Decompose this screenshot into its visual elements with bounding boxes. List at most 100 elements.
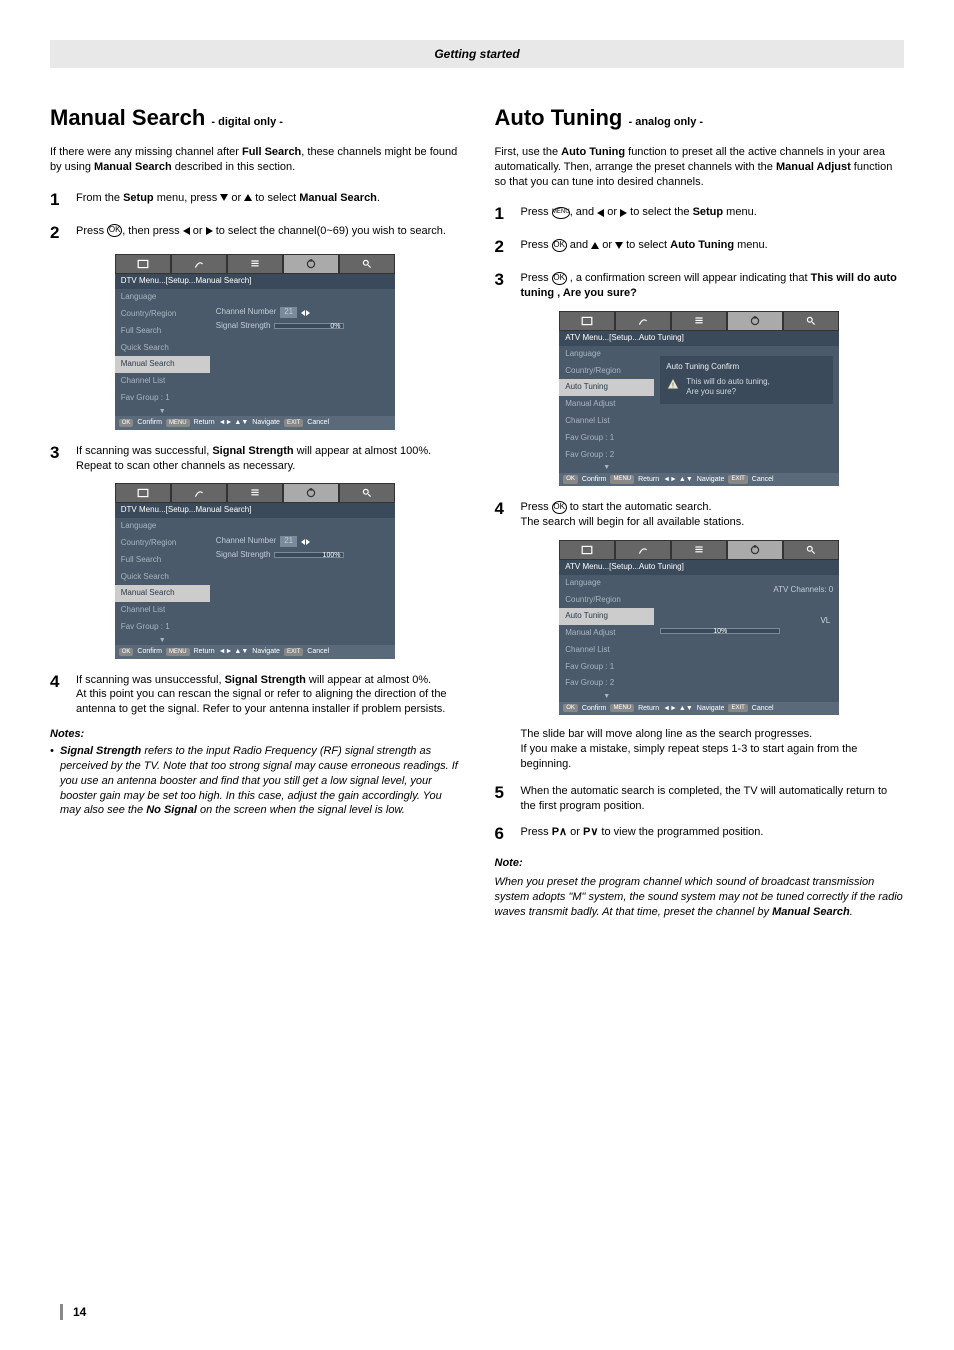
osd-body: LanguageCountry/RegionFull SearchQuick S… xyxy=(115,518,395,645)
txt: Signal Strength xyxy=(225,674,306,686)
tab-icon xyxy=(340,484,394,502)
osd-menu-item: Country/Region xyxy=(115,306,210,323)
right-step-4-cont: The slide bar will move along line as th… xyxy=(495,727,905,772)
txt: on the screen when the signal level is l… xyxy=(197,804,405,816)
warning-icon: ! xyxy=(666,377,680,391)
osd-sidebar: LanguageCountry/RegionAuto TuningManual … xyxy=(559,575,654,702)
dialog-text: This will do auto tuning, Are you sure? xyxy=(686,377,770,399)
up-triangle-icon xyxy=(591,242,599,249)
step-number: 1 xyxy=(50,189,76,212)
osd-body: LanguageCountry/RegionAuto TuningManual … xyxy=(559,346,839,473)
step-number: 4 xyxy=(50,671,76,718)
notes-body: Signal Strength refers to the input Radi… xyxy=(50,744,460,818)
progress-text: 0% xyxy=(330,322,340,331)
txt: Cancel xyxy=(307,418,329,427)
left-title-sub: - digital only - xyxy=(211,116,283,128)
right-step-4: 4 Press OK to start the automatic search… xyxy=(495,498,905,530)
left-column: Manual Search - digital only - If there … xyxy=(50,103,460,920)
txt: Manual Adjust xyxy=(776,161,851,173)
key: OK xyxy=(563,475,578,483)
osd-menu-item: Channel List xyxy=(559,413,654,430)
txt: , and xyxy=(570,206,598,218)
osd-menu-item: Fav Group : 2 xyxy=(559,675,654,692)
txt: to select xyxy=(623,239,670,251)
osd-breadcrumb: DTV Menu...[Setup...Manual Search] xyxy=(115,503,395,518)
osd-menu-item: Auto Tuning xyxy=(559,379,654,396)
txt: , a confirmation screen will appear indi… xyxy=(567,272,811,284)
right-step-2: 2 Press OK and or to select Auto Tuning … xyxy=(495,236,905,259)
scroll-down-icon: ▼ xyxy=(115,407,210,416)
step-number: 6 xyxy=(495,823,521,846)
osd-menu-item: Country/Region xyxy=(115,535,210,552)
left-title-text: Manual Search xyxy=(50,105,205,130)
tab-icon xyxy=(172,484,226,502)
txt: Return xyxy=(638,475,659,484)
txt: Confirm xyxy=(137,418,162,427)
osd-main: Auto Tuning Confirm ! This will do auto … xyxy=(654,346,839,473)
osd-tabs xyxy=(115,254,395,274)
txt: described in this section. xyxy=(172,161,296,173)
osd-tabs xyxy=(559,311,839,331)
page-header: Getting started xyxy=(50,40,904,68)
osd-menu-item: Channel List xyxy=(115,602,210,619)
value: 21 xyxy=(280,536,297,547)
content-columns: Manual Search - digital only - If there … xyxy=(50,103,904,920)
txt: This will do auto tuning, xyxy=(686,377,770,388)
txt: Full Search xyxy=(242,146,301,158)
txt: Manual Search xyxy=(94,161,172,173)
dialog-row: ! This will do auto tuning, Are you sure… xyxy=(666,377,827,399)
key: MENU xyxy=(166,648,190,656)
txt: Confirm xyxy=(582,704,607,713)
osd-tabs xyxy=(115,483,395,503)
right-intro: First, use the Auto Tuning function to p… xyxy=(495,145,905,190)
key: EXIT xyxy=(728,704,747,712)
label: Signal Strength xyxy=(216,321,271,332)
osd-menu-item: Language xyxy=(115,518,210,535)
arrows-icon xyxy=(301,539,310,545)
tab-icon xyxy=(228,255,282,273)
osd-footer: OKConfirm MENUReturn ◄► ▲▼Navigate EXITC… xyxy=(559,702,839,715)
osd-menu-item: Quick Search xyxy=(115,569,210,586)
osd-footer: OKConfirm MENUReturn ◄► ▲▼Navigate EXITC… xyxy=(115,416,395,429)
step-text: Press P∧ or P∨ to view the programmed po… xyxy=(521,823,905,846)
txt: First, use the xyxy=(495,146,562,158)
txt: If scanning was unsuccessful, xyxy=(76,674,225,686)
key: OK xyxy=(119,419,134,427)
txt: Setup xyxy=(693,206,724,218)
txt: Confirm xyxy=(137,647,162,656)
notes-heading: Notes: xyxy=(50,727,460,742)
left-step-1: 1 From the Setup menu, press or to selec… xyxy=(50,189,460,212)
txt: menu, press xyxy=(154,192,221,204)
tab-icon xyxy=(616,541,670,559)
key: MENU xyxy=(166,419,190,427)
ok-button-icon: OK xyxy=(552,272,567,285)
key: OK xyxy=(563,704,578,712)
txt: Return xyxy=(638,704,659,713)
osd-menu-item: Language xyxy=(559,575,654,592)
txt: Navigate xyxy=(252,418,280,427)
step-text: From the Setup menu, press or to select … xyxy=(76,189,460,212)
ok-button-icon: OK xyxy=(107,224,122,237)
osd-breadcrumb: ATV Menu...[Setup...Auto Tuning] xyxy=(559,331,839,346)
txt: Cancel xyxy=(752,475,774,484)
txt: Return xyxy=(194,647,215,656)
up-triangle-icon xyxy=(244,194,252,201)
value: 21 xyxy=(280,307,297,318)
txt: menu. xyxy=(734,239,768,251)
down-triangle-icon xyxy=(615,242,623,249)
txt: or xyxy=(567,826,583,838)
txt: Auto Tuning xyxy=(670,239,734,251)
vl-label: VL xyxy=(817,616,833,627)
txt: Signal Strength xyxy=(212,445,293,457)
scroll-down-icon: ▼ xyxy=(559,692,654,701)
nav-arrows-icon: ◄► ▲▼ xyxy=(219,418,249,427)
osd-main: Channel Number 21 Signal Strength 100% xyxy=(210,518,395,645)
step-number: 2 xyxy=(50,222,76,245)
osd-menu-item: Channel List xyxy=(559,642,654,659)
right-step-6: 6 Press P∧ or P∨ to view the programmed … xyxy=(495,823,905,846)
osd-body: LanguageCountry/RegionAuto TuningManual … xyxy=(559,575,839,702)
tab-icon xyxy=(784,312,838,330)
txt: Manual Search xyxy=(299,192,377,204)
txt: Auto Tuning xyxy=(561,146,625,158)
tab-icon xyxy=(784,541,838,559)
